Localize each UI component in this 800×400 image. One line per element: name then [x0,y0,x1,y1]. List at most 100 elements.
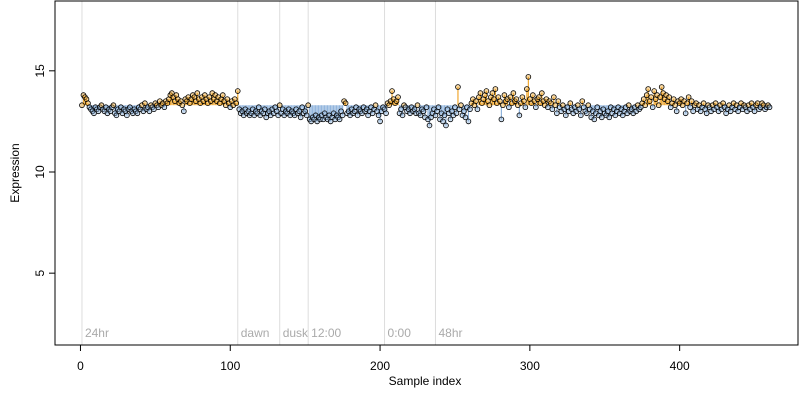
point [703,110,710,117]
point [682,110,689,117]
point [640,96,647,102]
annotation-label: 24hr [85,326,109,340]
point [473,98,479,104]
point [536,94,542,100]
point [420,108,427,115]
point [510,90,517,96]
point [110,102,117,109]
point [651,88,657,94]
point [530,92,536,98]
point [435,104,442,111]
point [642,102,649,109]
point [234,88,241,94]
point [372,102,379,109]
point [297,114,304,121]
point [91,110,97,117]
point [339,112,346,119]
point [539,90,545,96]
point [489,90,496,96]
point [151,106,157,113]
point [453,110,460,117]
point [474,106,481,113]
point [414,102,421,109]
point [483,88,490,94]
point [563,112,569,119]
point [233,100,240,106]
point [299,104,305,111]
point [458,102,464,109]
point [477,90,484,96]
x-tick-label: 100 [220,359,240,373]
point [462,114,469,121]
point [567,100,574,106]
point [594,104,601,111]
annotation-label: 0:00 [388,326,412,340]
y-axis-label: Expression [8,143,22,202]
point [500,102,506,109]
x-tick-label: 400 [670,359,690,373]
point [548,100,554,106]
point [398,106,404,113]
y-tick-label: 5 [33,270,47,277]
point [591,116,598,123]
point [583,110,590,117]
point [255,104,262,111]
point [658,84,665,90]
point [276,102,283,109]
x-tick-label: 200 [370,359,390,373]
point [554,110,560,117]
point [146,108,153,115]
point [395,94,401,100]
point [181,108,187,115]
point [261,106,268,113]
point [497,98,503,104]
point [666,94,672,100]
x-tick-label: 300 [520,359,540,373]
point [552,102,559,109]
point [606,114,613,121]
point [551,94,557,100]
point [688,98,695,104]
x-axis-label: Sample index [389,374,462,388]
point [576,106,583,113]
point [751,108,758,115]
point [219,92,226,98]
point [423,104,430,111]
point [655,102,662,109]
point [179,102,186,109]
point [579,98,586,104]
point [604,108,611,115]
point [461,108,467,115]
point [455,84,461,90]
point [657,94,663,100]
point [649,104,656,111]
point [486,102,493,109]
point [377,118,383,125]
annotation-label: dusk [283,326,309,340]
point [522,104,529,111]
point [134,110,141,117]
point [452,104,458,111]
y-tick-label: 15 [33,64,47,78]
point [443,122,449,129]
point [521,98,527,104]
point [492,86,499,92]
x-tick-label: 0 [77,359,84,373]
point [577,112,584,119]
annotation-label: dawn [241,326,270,340]
point [700,100,707,106]
point [549,106,556,113]
point [389,88,395,94]
point [545,104,551,111]
point [441,112,448,119]
point [516,112,523,119]
point [113,112,120,119]
point [447,116,454,123]
y-tick-label: 10 [33,165,47,179]
point [501,92,508,98]
point [507,94,514,100]
point [336,116,343,123]
point [305,102,311,109]
